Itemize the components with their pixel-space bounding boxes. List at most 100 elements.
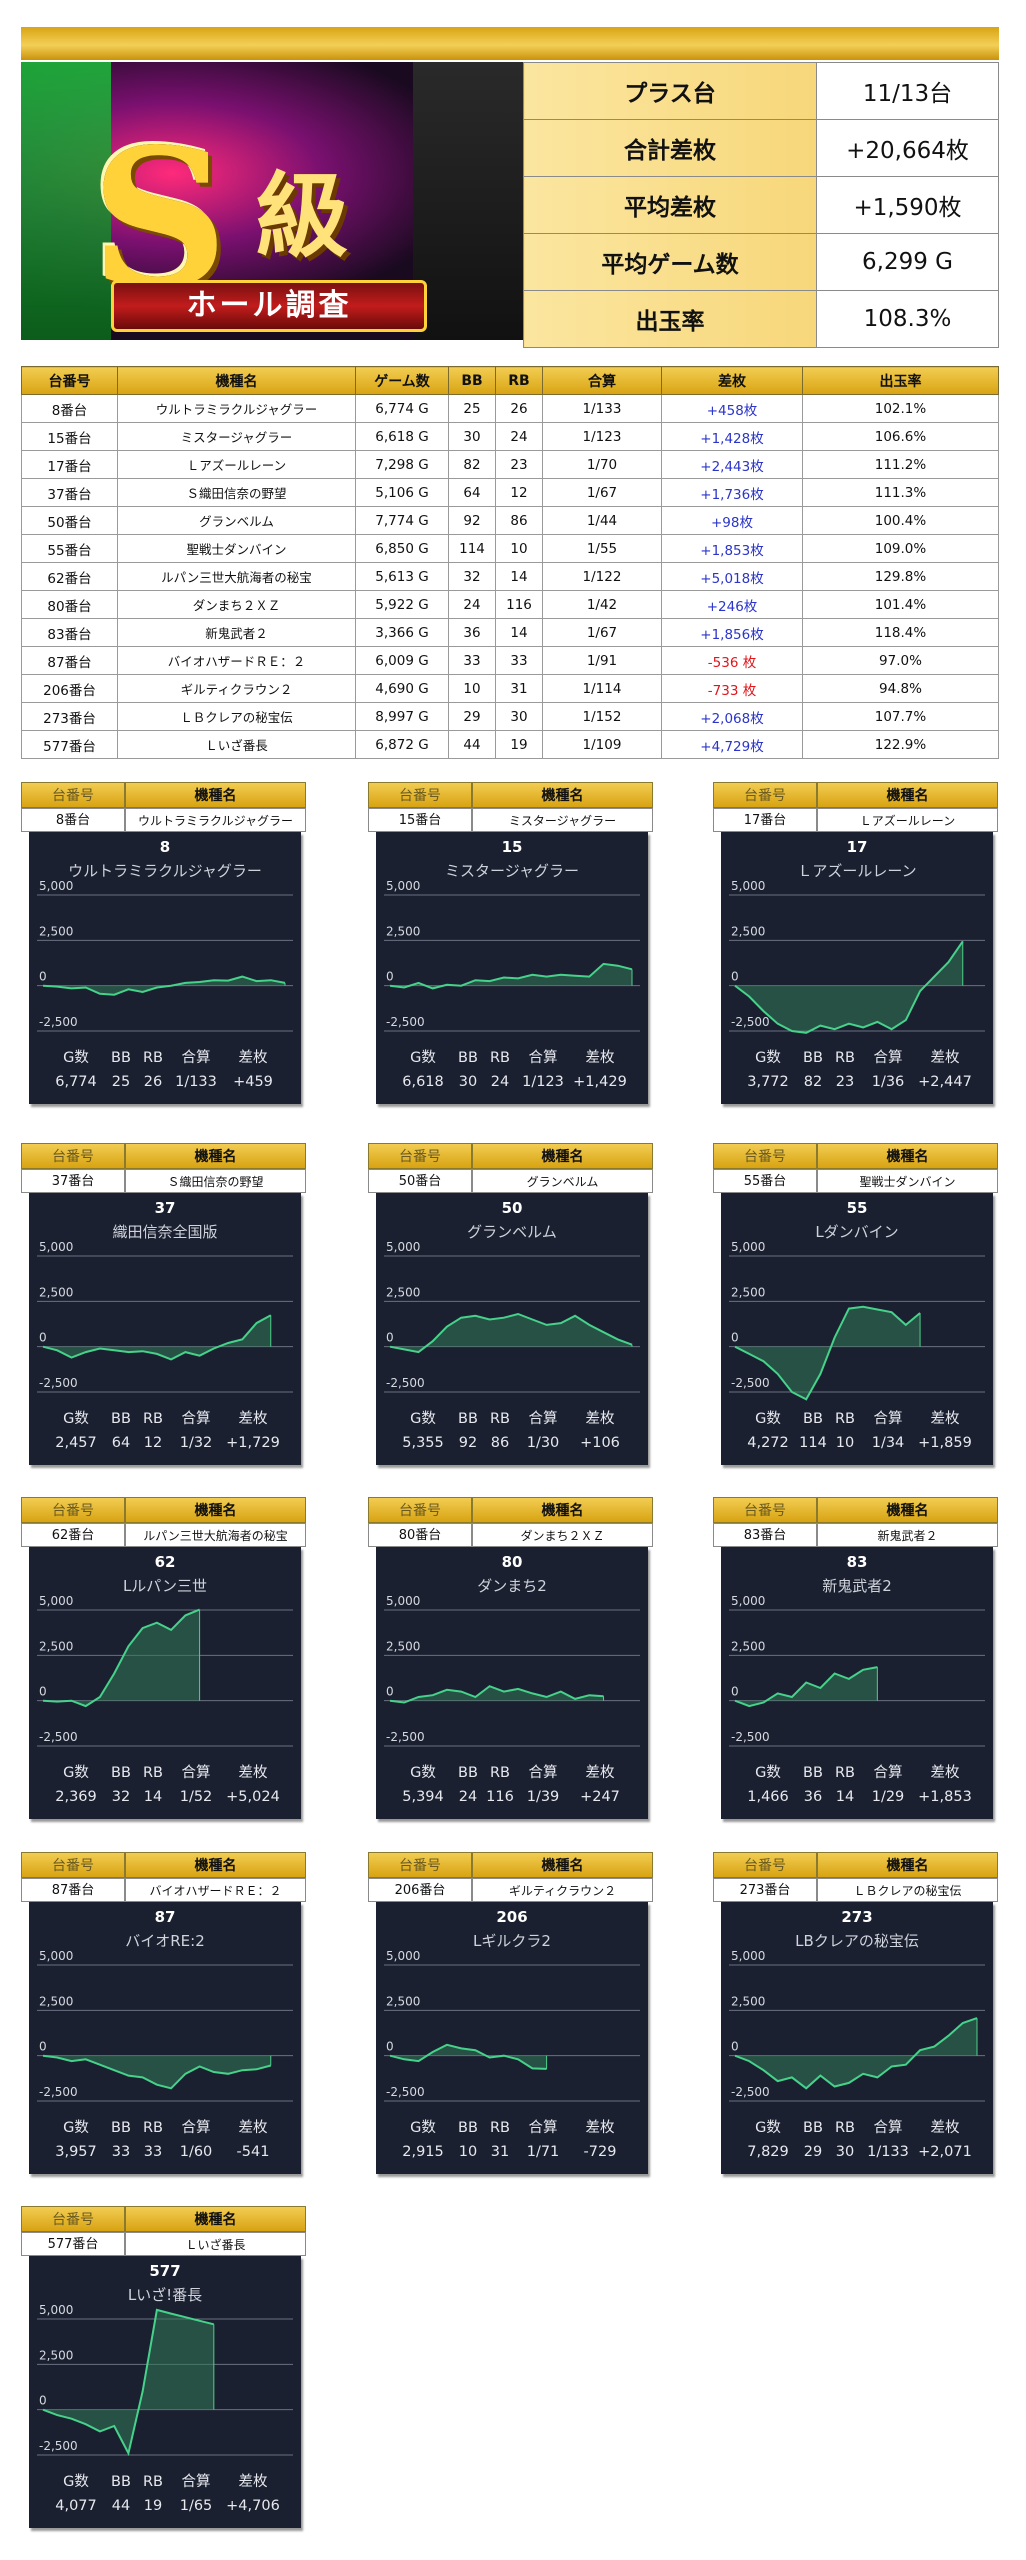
table-cell: 6,774 G <box>355 394 449 423</box>
y-tick-label: 2,500 <box>731 924 765 938</box>
chart-title: 83 <box>846 1553 868 1571</box>
panel-info-row: 17番台 Ｌアズールレーン <box>713 808 998 832</box>
series-line <box>42 2054 272 2090</box>
kyu-letter: 級 <box>256 163 349 270</box>
column-header: RB <box>495 366 543 395</box>
stat-value: 30 <box>835 2144 855 2160</box>
table-cell: 111.2% <box>802 450 999 479</box>
table-cell: 6,009 G <box>355 646 449 675</box>
panel-machine-name: Ｌいざ番長 <box>125 2232 306 2256</box>
stat-value: 33 <box>143 2144 163 2160</box>
stat-label: 合算 <box>528 2120 558 2136</box>
stat-label: 合算 <box>873 1411 903 1427</box>
panel-machine-number: 83番台 <box>713 1523 817 1547</box>
stat-label: RB <box>834 1050 856 1066</box>
stat-label: 差枚 <box>238 2474 268 2490</box>
stat-label: 差枚 <box>585 1050 615 1066</box>
stat-label: RB <box>142 2120 164 2136</box>
stat-label: BB <box>803 1411 823 1427</box>
panel-header-machine: 機種名 <box>817 1497 998 1523</box>
slump-chart: 37 織田信奈全国版 5,000 2,500 0 -2,500 G数 BB RB 合算 差枚 2,45… <box>29 1193 301 1465</box>
table-cell: +1,428枚 <box>661 422 803 451</box>
stat-label: RB <box>142 1411 164 1427</box>
table-cell: 30 <box>495 702 543 731</box>
y-tick-label: 5,000 <box>39 1594 73 1608</box>
series-area <box>390 1314 632 1353</box>
stat-label: G数 <box>63 1765 89 1781</box>
stat-label: BB <box>803 1765 823 1781</box>
panel-machine-name: ダンまち２ＸＺ <box>472 1523 653 1547</box>
stat-value: 82 <box>803 1074 823 1090</box>
stat-value: 5,394 <box>402 1789 444 1805</box>
stat-label: 合算 <box>528 1050 558 1066</box>
table-cell: +2,443枚 <box>661 450 803 479</box>
series-line <box>734 2017 978 2090</box>
stat-label: BB <box>458 1411 478 1427</box>
stat-label: RB <box>489 1411 511 1427</box>
table-cell: ＬＢクレアの秘宝伝 <box>117 702 356 731</box>
stat-label: G数 <box>755 1411 781 1427</box>
y-tick-label: 0 <box>731 1331 739 1345</box>
panel-machine-number: 8番台 <box>21 808 125 832</box>
panel-machine-number: 273番台 <box>713 1878 817 1902</box>
stat-value: 1/133 <box>175 1074 217 1090</box>
stat-value: +2,447 <box>918 1074 972 1090</box>
summary-label: 合計差枚 <box>523 119 817 177</box>
panel-header-number: 台番号 <box>368 1143 472 1169</box>
stat-label: 合算 <box>528 1411 558 1427</box>
table-cell: 129.8% <box>802 562 999 591</box>
stat-value: 1/39 <box>526 1789 560 1805</box>
table-row: 8番台 ウルトラミラクルジャグラー 6,774 G 25 26 1/133 +458枚 102… <box>21 394 999 423</box>
machine-panel: 台番号 機種名 37番台 Ｓ織田信奈の野望 <box>21 1143 306 1193</box>
series-line <box>734 1305 921 1401</box>
panel-header-number: 台番号 <box>21 1497 125 1523</box>
table-cell: 6,618 G <box>355 422 449 451</box>
stat-value: 7,829 <box>747 2144 789 2160</box>
panel-info-row: 80番台 ダンまち２ＸＺ <box>368 1523 653 1547</box>
column-header: BB <box>448 366 496 395</box>
stat-label: G数 <box>755 2120 781 2136</box>
chart-stats: G数 BB RB 合算 差枚 2,915 10 31 1/71 -729 <box>376 2116 648 2164</box>
column-header: 台番号 <box>21 366 118 395</box>
y-tick-label: 5,000 <box>731 1240 765 1254</box>
chart-subtitle: Lルパン三世 <box>122 1577 208 1595</box>
stat-value: 23 <box>835 1074 855 1090</box>
stat-label: 差枚 <box>930 1411 960 1427</box>
panel-header: 台番号 機種名 <box>21 1852 306 1878</box>
panel-header-machine: 機種名 <box>125 1497 306 1523</box>
column-header: ゲーム数 <box>355 366 449 395</box>
stat-label: 合算 <box>528 1765 558 1781</box>
chart-svg: 5,000 2,500 0 -2,500 <box>37 2303 293 2457</box>
stat-value: 36 <box>803 1789 823 1805</box>
table-cell: 1/133 <box>542 394 662 423</box>
table-cell: 8,997 G <box>355 702 449 731</box>
table-cell: 5,613 G <box>355 562 449 591</box>
summary-label: 平均差枚 <box>523 176 817 234</box>
chart-stats: G数 BB RB 合算 差枚 3,957 33 33 1/60 -541 <box>29 2116 301 2164</box>
stat-value: 12 <box>143 1435 163 1451</box>
y-tick-label: 5,000 <box>731 1949 765 1963</box>
table-row: 17番台 Ｌアズールレーン 7,298 G 82 23 1/70 +2,443枚 111.2% <box>21 450 999 479</box>
stat-value: +459 <box>233 1074 273 1090</box>
table-cell: 14 <box>495 618 543 647</box>
s-class-hall-survey-logo: S 級 ホール調査 <box>21 62 523 340</box>
y-tick-label: 5,000 <box>39 1240 73 1254</box>
panel-machine-number: 15番台 <box>368 808 472 832</box>
stat-label: RB <box>142 1765 164 1781</box>
y-tick-label: 2,500 <box>386 1639 420 1653</box>
stat-label: G数 <box>755 1050 781 1066</box>
stat-value: 24 <box>458 1789 478 1805</box>
table-cell: 1/44 <box>542 506 662 535</box>
table-cell: バイオハザードＲＥ：２ <box>117 646 356 675</box>
stat-label: 差枚 <box>238 1411 268 1427</box>
summary-value: +20,664枚 <box>816 119 999 177</box>
y-tick-label: 2,500 <box>386 924 420 938</box>
slump-chart: 62 Lルパン三世 5,000 2,500 0 -2,500 G数 BB RB 合算 差枚 2,369… <box>29 1547 301 1819</box>
stat-value: +1,429 <box>573 1074 627 1090</box>
panel-machine-name: 新鬼武者２ <box>817 1523 998 1547</box>
stat-value: 10 <box>835 1435 855 1451</box>
stat-label: 合算 <box>873 2120 903 2136</box>
panel-info-row: 87番台 バイオハザードＲＥ：２ <box>21 1878 306 1902</box>
machine-panel: 台番号 機種名 206番台 ギルティクラウン２ <box>368 1852 653 1902</box>
panel-info-row: 83番台 新鬼武者２ <box>713 1523 998 1547</box>
